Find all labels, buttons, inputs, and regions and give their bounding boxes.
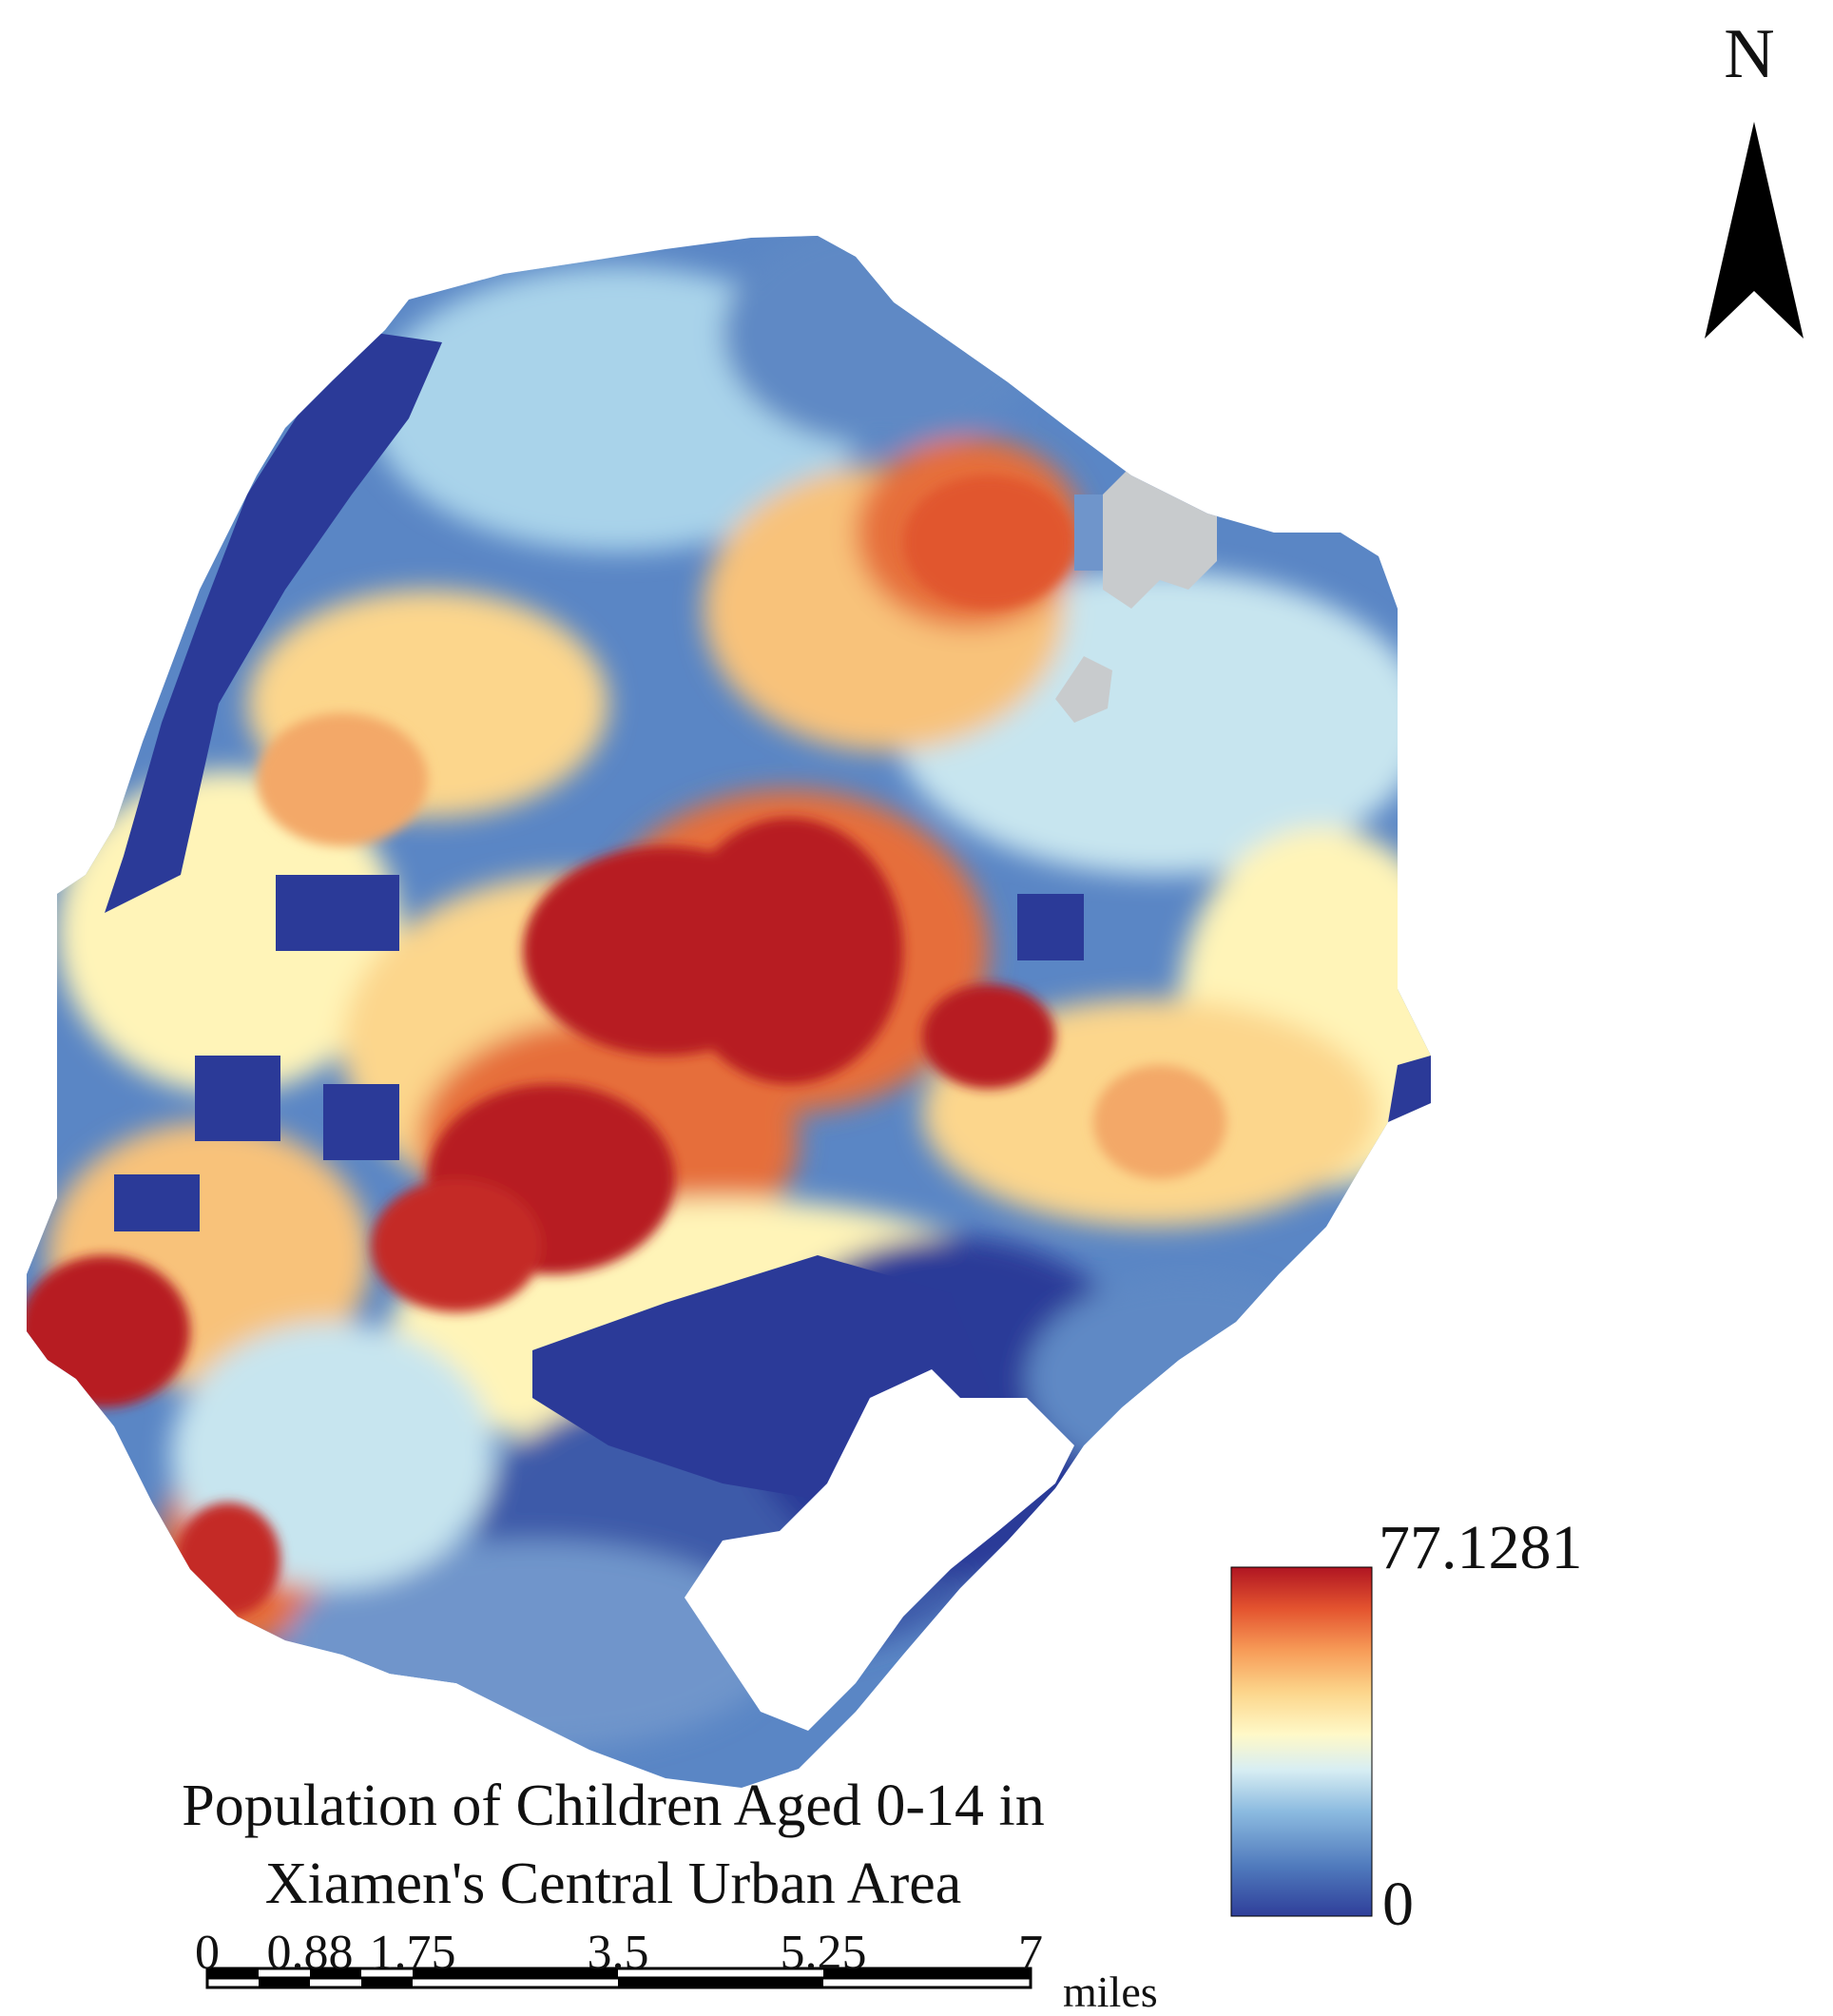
scale-tick-3-5: 3.5 xyxy=(587,1926,649,1980)
north-arrow xyxy=(1705,122,1804,339)
scale-tick-0: 0 xyxy=(195,1926,220,1980)
scale-tick-5-25: 5.25 xyxy=(780,1926,867,1980)
coastal-gap xyxy=(685,1369,1074,1731)
scale-bar xyxy=(205,1967,1032,1989)
north-arrow-icon xyxy=(1705,122,1804,339)
scale-unit-label: miles xyxy=(1063,1968,1158,2016)
map-title-line-1: Population of Children Aged 0-14 in xyxy=(182,1774,1045,1838)
legend-min-label: 0 xyxy=(1382,1870,1414,1939)
hotspot-layer xyxy=(27,475,1226,1617)
legend-max-label: 77.1281 xyxy=(1379,1513,1583,1582)
scale-tick-7: 7 xyxy=(1018,1926,1043,1980)
legend-colorbar xyxy=(1230,1566,1373,1917)
scale-tick-0-88: 0.88 xyxy=(266,1926,354,1980)
scale-tick-1-75: 1.75 xyxy=(369,1926,456,1980)
map-title-line-2: Xiamen's Central Urban Area xyxy=(264,1851,962,1916)
north-label: N xyxy=(1724,15,1775,93)
